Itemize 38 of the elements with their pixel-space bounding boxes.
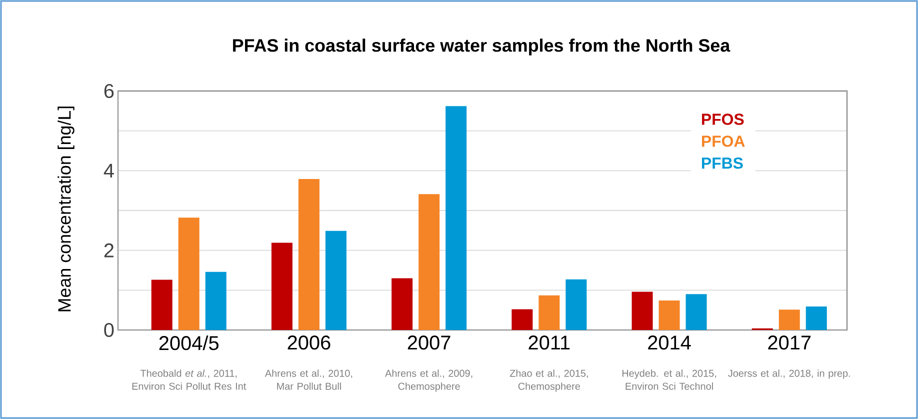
text: Theobald et al., 2011, Environ Sci Pollut Res Int (132, 370, 246, 390)
text: PFOA (702, 136, 745, 147)
x-tick-label: 2011 (528, 336, 570, 350)
bar (566, 279, 587, 330)
x-tick-label: 2006 (288, 336, 330, 350)
bar (151, 280, 172, 330)
bar (178, 218, 200, 330)
text: Zhao et al., 2015, Chemosphere (510, 370, 588, 392)
chart-title: PFAS in coastal surface water samples from the North Sea (233, 38, 730, 56)
y-tick-label: 4 (104, 164, 114, 178)
x-tick-label: 2014 (648, 336, 691, 350)
text: Ahrens et al., 2010, Mar Pollut Bull (264, 370, 352, 390)
x-tick-label: 2017 (768, 336, 811, 350)
bar (418, 194, 440, 330)
text: Joerss et al., 2018, in prep. (728, 370, 850, 379)
bar (298, 179, 320, 330)
bar (392, 278, 413, 330)
text: Heydeb. et al., 2015, Environ Sci Technol (622, 370, 716, 390)
text: PFOS (702, 114, 744, 125)
bar (778, 310, 800, 330)
y-axis-title: Mean concentration [ng/L] (58, 106, 74, 312)
bar (271, 242, 292, 330)
y-tick-label: 6 (104, 84, 114, 98)
y-tick-label: 0 (104, 322, 114, 338)
bar (512, 309, 533, 330)
bar (325, 230, 346, 330)
bar (205, 272, 226, 330)
text: PFBS (702, 157, 743, 169)
y-tick-label: 2 (104, 243, 114, 258)
bar (658, 300, 680, 330)
text: Ahrens et al., 2009, Chemosphere (385, 370, 472, 392)
bar (686, 294, 707, 330)
bar (806, 306, 827, 330)
x-tick-label: 2004/5 (159, 336, 218, 350)
bar (446, 106, 467, 330)
x-tick-label: 2007 (408, 336, 450, 350)
bar (538, 295, 560, 330)
bar (632, 292, 653, 330)
